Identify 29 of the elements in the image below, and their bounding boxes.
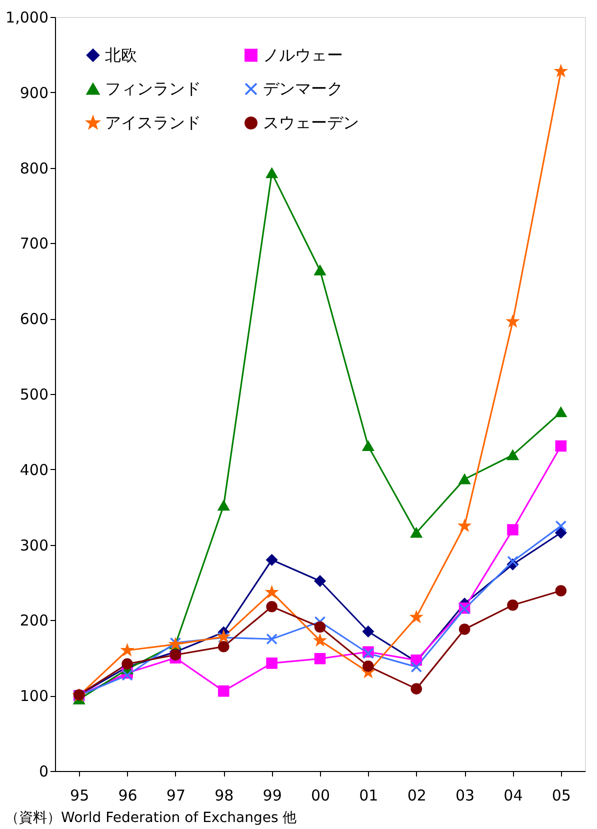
x-tick-label: 96	[118, 786, 138, 804]
x-tick-label: 99	[262, 786, 282, 804]
y-tick-label: 200	[20, 612, 48, 630]
legend-label: 北欧	[105, 45, 137, 64]
y-tick-label: 100	[20, 687, 48, 706]
x-tick-label: 97	[166, 786, 186, 804]
legend-label: スウェーデン	[263, 113, 359, 132]
x-tick-label: 00	[310, 786, 330, 804]
y-tick-label: 0	[38, 762, 48, 780]
x-tick-label: 03	[456, 786, 475, 804]
x-tick-label: 95	[70, 786, 90, 804]
y-tick-label: 1,000	[6, 8, 48, 26]
y-tick-label: 300	[20, 536, 48, 554]
y-tick-label: 400	[20, 460, 48, 479]
x-tick-label: 02	[407, 786, 426, 804]
x-tick-label: 98	[214, 786, 234, 804]
legend-label: アイスランド	[105, 113, 201, 132]
x-tick-label: 04	[504, 786, 523, 804]
y-tick-label: 600	[20, 310, 48, 328]
y-tick-label: 500	[20, 386, 48, 404]
y-tick-label: 900	[20, 84, 48, 102]
y-tick-label: 700	[20, 234, 48, 253]
x-tick-label: 01	[359, 786, 378, 804]
legend-label: フィンランド	[105, 79, 201, 98]
legend-label: ノルウェー	[263, 45, 343, 64]
legend-label: デンマーク	[263, 79, 343, 98]
text: （資料）World Federation of Exchanges 他	[5, 810, 297, 826]
x-tick-label: 05	[552, 786, 571, 804]
y-tick-label: 800	[20, 159, 48, 178]
